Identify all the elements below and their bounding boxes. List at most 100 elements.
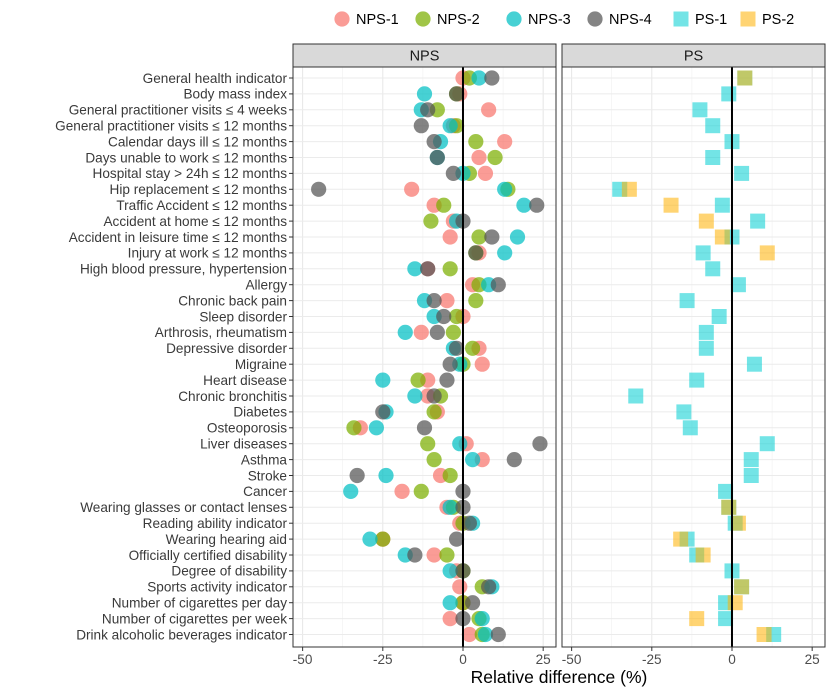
point-nps-3 <box>375 372 391 388</box>
point-ps-1 <box>705 118 721 134</box>
point-ps-1 <box>711 309 727 324</box>
point-nps-2 <box>442 261 458 277</box>
point-nps-1 <box>439 293 455 309</box>
point-nps-2 <box>448 308 465 325</box>
point-nps-2 <box>410 372 426 388</box>
point-ps-1 <box>750 213 766 229</box>
point-ps-1 <box>682 420 698 436</box>
category-label: General health indicator <box>143 71 288 86</box>
category-label: General practitioner visits ≤ 12 months <box>55 119 287 134</box>
point-nps-2 <box>445 324 461 340</box>
category-label: Chronic bronchitis <box>178 389 287 404</box>
point-ps-1 <box>714 197 730 213</box>
category-label: Hip replacement ≤ 12 months <box>110 182 288 197</box>
point-nps-1 <box>452 579 468 595</box>
point-nps-2 <box>468 134 484 150</box>
point-nps-4 <box>506 452 522 468</box>
point-nps-1 <box>497 134 513 150</box>
category-label: Cancer <box>243 484 287 499</box>
category-label: Hospital stay > 24h ≤ 12 months <box>93 166 288 181</box>
point-nps-1 <box>474 356 490 372</box>
category-label: Traffic Accident ≤ 12 months <box>116 198 287 213</box>
point-nps-4 <box>490 626 506 643</box>
x-tick-label: 25 <box>805 652 820 667</box>
point-nps-3 <box>407 261 423 277</box>
point-nps-4 <box>448 340 465 356</box>
point-ps-2 <box>714 229 730 245</box>
category-label: Stroke <box>248 468 287 483</box>
point-ps-1 <box>676 404 692 420</box>
panel-border <box>292 66 557 648</box>
point-nps-4 <box>529 197 545 213</box>
x-tick-label: -25 <box>642 652 662 667</box>
legend-key <box>334 11 350 27</box>
category-label: Diabetes <box>233 405 287 420</box>
point-ps-1 <box>730 277 746 293</box>
point-ps-2 <box>698 213 714 229</box>
category-label: Depressive disorder <box>166 341 287 356</box>
point-nps-2 <box>426 452 442 468</box>
point-ps-1 <box>734 165 750 181</box>
point-nps-4 <box>484 229 500 245</box>
point-nps-4 <box>416 420 433 436</box>
point-ps-2 <box>673 531 689 547</box>
point-nps-4 <box>448 86 465 102</box>
category-label: Calendar days ill ≤ 12 months <box>108 134 287 149</box>
category-label: Liver diseases <box>200 437 287 452</box>
category-label: Number of cigarettes per day <box>112 596 287 611</box>
point-ps-1 <box>695 245 711 261</box>
point-ps-2 <box>663 197 679 213</box>
point-nps-3 <box>407 388 423 404</box>
point-nps-2 <box>468 293 484 309</box>
point-nps-4 <box>426 388 442 404</box>
point-nps-1 <box>442 611 458 627</box>
point-nps-4 <box>407 547 423 563</box>
category-label: Accident in leisure time ≤ 12 months <box>69 230 287 245</box>
category-label: Osteoporosis <box>207 421 287 436</box>
category-label: Heart disease <box>203 373 287 388</box>
point-ps-1 <box>721 86 737 102</box>
point-ps-2 <box>759 245 775 261</box>
point-nps-4 <box>426 134 442 150</box>
point-nps-3 <box>442 499 458 515</box>
point-ps-2 <box>695 547 711 563</box>
category-label: Officially certified disability <box>129 548 288 563</box>
category-label: Chronic back pain <box>178 293 287 308</box>
category-label: Arthrosis, rheumatism <box>155 325 287 340</box>
point-nps-2 <box>465 340 481 356</box>
point-nps-3 <box>343 483 359 499</box>
point-nps-4 <box>413 118 429 134</box>
point-nps-4 <box>429 149 445 166</box>
point-nps-2 <box>487 149 503 166</box>
marks-ps <box>612 70 782 642</box>
point-nps-3 <box>471 70 487 86</box>
legend-key <box>506 11 522 27</box>
point-ps-2 <box>756 627 772 642</box>
point-nps-1 <box>394 483 410 499</box>
strip-label: PS <box>684 49 703 65</box>
point-ps-1 <box>689 372 705 388</box>
category-label: Sports activity indicator <box>147 580 287 595</box>
point-ps-2 <box>730 515 746 531</box>
point-ps-2 <box>621 181 637 197</box>
point-ps-1 <box>698 324 714 340</box>
point-ps-2 <box>689 611 705 627</box>
x-tick-label: -50 <box>293 652 313 667</box>
category-label: Drink alcoholic beverages indicator <box>76 627 287 642</box>
point-nps-4 <box>426 293 442 309</box>
point-nps-1 <box>471 149 487 166</box>
point-nps-4 <box>461 515 478 531</box>
point-nps-3 <box>368 420 384 436</box>
point-nps-4 <box>420 261 436 277</box>
plot-area <box>293 67 556 647</box>
legend: NPS-1 NPS-2 NPS-3 NPS-4 PS-1 PS-2 <box>334 11 794 28</box>
point-nps-3 <box>477 626 494 643</box>
point-nps-2 <box>375 531 391 547</box>
x-tick-label: -25 <box>373 652 393 667</box>
point-nps-1 <box>404 181 420 197</box>
point-nps-3 <box>442 595 458 611</box>
point-nps-2 <box>413 483 429 499</box>
point-nps-2 <box>436 197 452 213</box>
